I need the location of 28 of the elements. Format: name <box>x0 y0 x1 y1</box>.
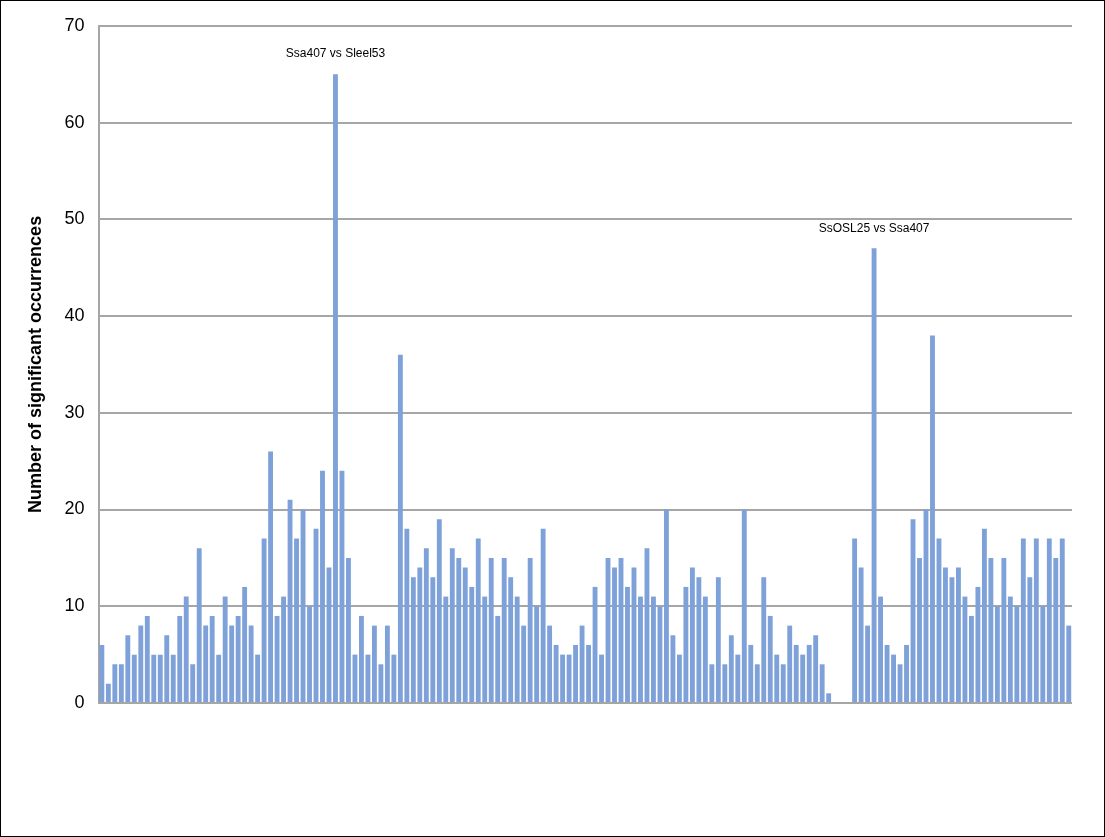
bar <box>320 470 325 702</box>
annotation: Ssa407 vs Sleel53 <box>285 46 386 61</box>
annotation: SsOSL25 vs Ssa407 <box>818 220 930 235</box>
bar <box>943 567 948 702</box>
bar <box>917 557 922 702</box>
bar <box>294 538 299 702</box>
bar <box>904 644 909 702</box>
bar <box>307 606 312 702</box>
bar <box>930 335 935 702</box>
bar <box>346 557 351 702</box>
bar <box>891 654 896 702</box>
y-tick-label: 30 <box>64 401 85 422</box>
y-axis-title: Number of significant occurrences <box>24 215 45 513</box>
y-tick-label: 70 <box>64 14 85 35</box>
y-tick-label: 60 <box>64 111 85 132</box>
y-tick-label: 0 <box>74 691 85 712</box>
bar <box>638 596 643 702</box>
bar <box>625 586 630 702</box>
bar <box>612 567 617 702</box>
y-tick-label: 50 <box>64 208 85 229</box>
bar <box>651 596 656 702</box>
y-tick-label: 20 <box>64 498 85 519</box>
y-tick-label: 10 <box>64 595 85 616</box>
y-tick-label: 40 <box>64 305 85 325</box>
bar <box>99 644 105 702</box>
bar <box>852 538 858 702</box>
bar <box>599 654 604 702</box>
bar <box>333 74 338 702</box>
